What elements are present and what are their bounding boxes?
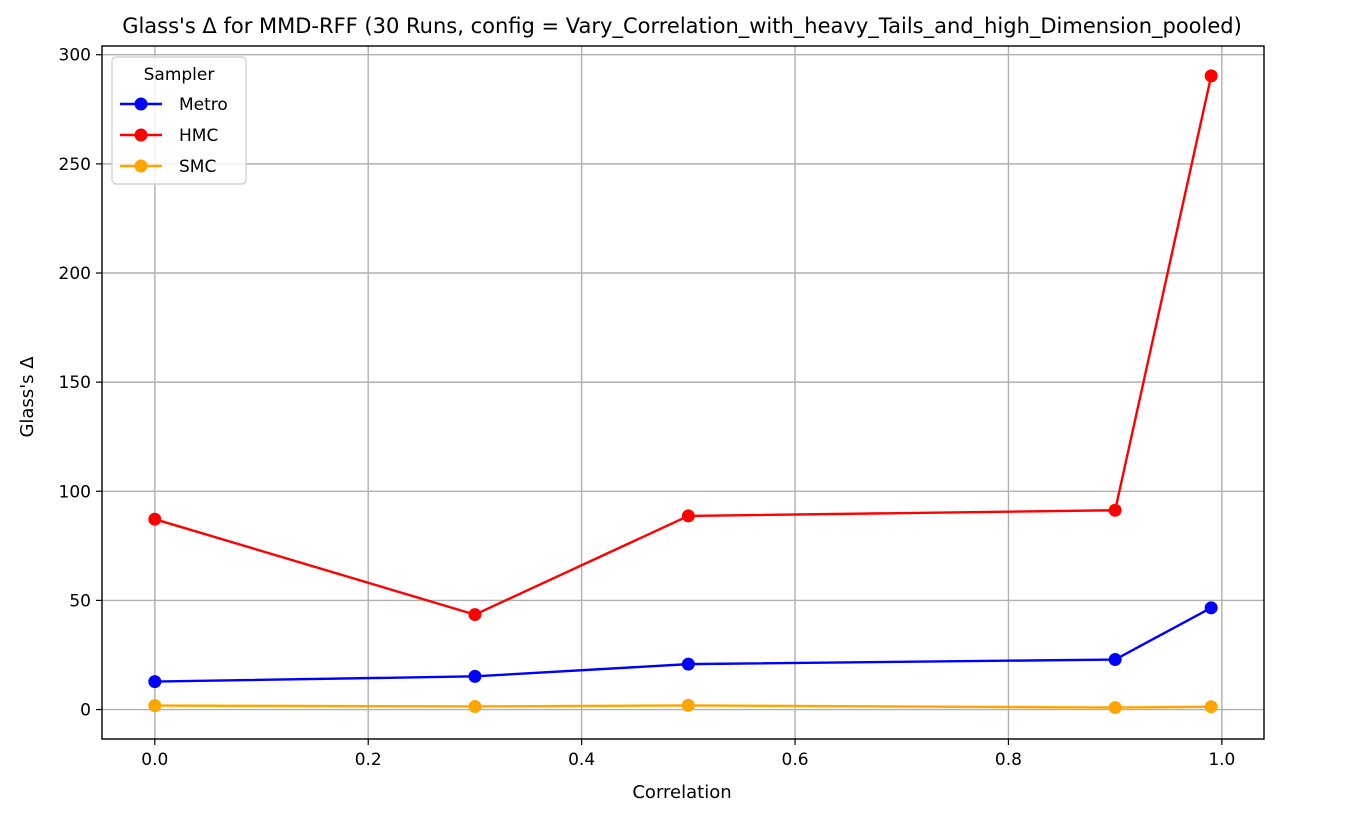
plot-frame [101,45,1265,740]
x-axis: 0.0 0.2 0.4 0.6 0.8 1.0 [141,739,1235,770]
data-point-smc [1108,701,1122,715]
legend-label-metro: Metro [179,95,228,115]
data-point-metro [1108,653,1122,667]
y-axis-label: Glass's Δ [17,356,38,438]
series-metro [148,601,1218,689]
series-smc [148,698,1218,715]
x-tick-label: 0.0 [141,750,168,770]
data-point-metro [148,675,162,689]
legend-label-smc: SMC [179,157,216,177]
grid [102,46,1264,739]
data-point-metro [681,657,695,671]
data-point-hmc [1108,503,1122,517]
y-tick-label: 150 [59,373,91,393]
data-point-smc [148,699,162,713]
legend: Sampler Metro HMC SMC [111,56,247,185]
data-point-hmc [681,509,695,523]
y-tick-label: 0 [80,701,91,721]
y-tick-label: 300 [59,46,91,66]
series-line-hmc [154,75,1213,616]
data-point-smc [1204,700,1218,714]
data-point-smc [468,699,482,713]
legend-marker-hmc [134,128,148,142]
data-point-metro [468,669,482,683]
legend-label-hmc: HMC [179,126,218,146]
legend-entry-smc: SMC [120,157,216,177]
legend-marker-smc [134,159,148,173]
x-tick-label: 0.2 [355,750,382,770]
y-tick-label: 100 [59,482,91,502]
series-hmc [148,69,1218,622]
series-line-metro [154,606,1212,683]
data-point-metro [1204,601,1218,615]
x-axis-label: Correlation [632,782,731,803]
y-axis: 0 50 100 150 200 250 300 [59,46,102,721]
y-tick-label: 250 [59,155,91,175]
legend-box [111,56,247,185]
legend-title: Sampler [144,65,215,85]
x-tick-label: 0.8 [995,750,1022,770]
x-tick-label: 0.6 [782,750,809,770]
legend-entry-metro: Metro [120,95,228,115]
data-point-hmc [148,512,162,526]
series-layer [148,69,1218,715]
data-point-hmc [1204,69,1218,83]
x-tick-label: 0.4 [568,750,595,770]
x-tick-label: 1.0 [1208,750,1235,770]
legend-marker-metro [134,97,148,111]
data-point-hmc [468,608,482,622]
legend-entry-hmc: HMC [120,126,218,146]
data-point-smc [681,698,695,712]
chart-title: Glass's Δ for MMD-RFF (30 Runs, config =… [122,14,1242,39]
legend-items: Metro HMC SMC [120,95,228,177]
y-tick-label: 200 [59,264,91,284]
y-tick-label: 50 [69,591,91,611]
